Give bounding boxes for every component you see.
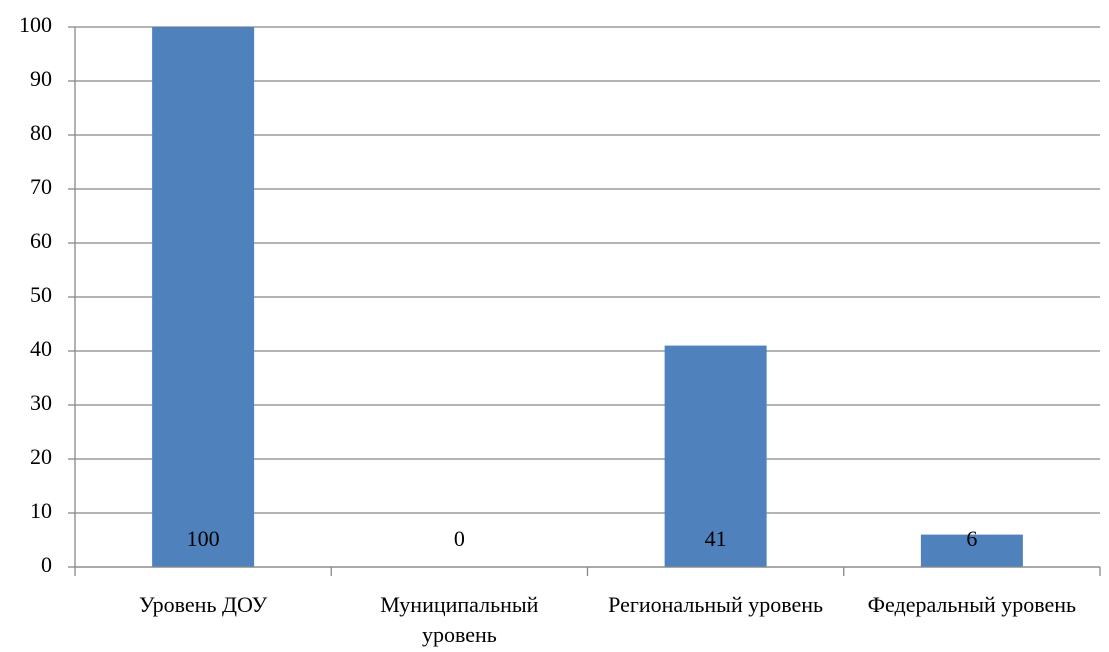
x-tick-label: Федеральный уровень	[867, 592, 1077, 617]
y-tick-label: 100	[19, 12, 52, 37]
x-tick-label: Региональный уровень	[608, 592, 824, 617]
x-tick-label: Муниципальный уровень	[380, 592, 539, 647]
y-tick-label: 90	[30, 66, 52, 91]
y-tick-label: 30	[30, 390, 52, 415]
bar	[920, 534, 1023, 567]
y-tick-label: 10	[30, 498, 52, 523]
y-tick-label: 70	[30, 174, 52, 199]
y-tick-label: 60	[30, 228, 52, 253]
y-tick-label: 50	[30, 282, 52, 307]
y-tick-label: 0	[41, 552, 52, 577]
y-tick-label: 80	[30, 120, 52, 145]
y-tick-label: 40	[30, 336, 52, 361]
data-label: 6	[966, 526, 977, 551]
bar	[152, 27, 255, 567]
x-tick-label: Уровень ДОУ	[139, 592, 268, 617]
bar	[664, 345, 767, 567]
y-tick-label: 20	[30, 444, 52, 469]
data-label: 0	[454, 526, 465, 551]
data-label: 41	[705, 526, 727, 551]
data-label: 100	[187, 526, 220, 551]
